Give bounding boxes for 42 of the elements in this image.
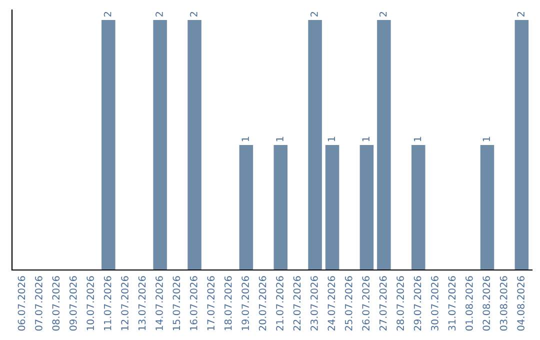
x-tick-label: 16.07.2026	[190, 276, 198, 330]
data-label: 1	[276, 136, 284, 142]
x-tick-label: 13.07.2026	[138, 276, 146, 330]
data-label: 1	[242, 136, 249, 142]
x-tick-label: 24.07.2026	[328, 276, 336, 331]
x-tick-label: 30.07.2026	[431, 276, 438, 330]
x-tick-label: 20.07.2026	[258, 276, 266, 331]
data-label: 2	[310, 12, 318, 17]
x-tick-label: 03.08.2026	[500, 276, 508, 331]
data-label: 1	[362, 136, 370, 142]
x-tick-label: 09.07.2026	[69, 276, 77, 331]
x-tick-label: 02.08.2026	[482, 276, 490, 331]
data-label: 2	[379, 12, 387, 17]
x-tick-label: 10.07.2026	[86, 276, 94, 330]
x-tick-label: 12.07.2026	[121, 276, 128, 330]
data-label: 1	[482, 136, 490, 142]
data-label: 1	[328, 136, 335, 142]
x-tick-label: 28.07.2026	[396, 276, 404, 331]
x-tick-label: 22.07.2026	[293, 276, 301, 331]
x-tick-label: 01.08.2026	[465, 276, 473, 331]
data-label: 2	[190, 12, 198, 17]
x-tick-label: 27.07.2026	[379, 276, 387, 331]
data-label: 1	[414, 136, 422, 142]
x-tick-label: 21.07.2026	[276, 276, 284, 331]
x-tick-label: 07.07.2026	[35, 276, 42, 331]
x-tick-label: 31.07.2026	[448, 276, 456, 330]
x-tick-label: 25.07.2026	[344, 276, 352, 331]
x-tick-label: 08.07.2026	[52, 276, 60, 331]
x-tick-label: 14.07.2026	[156, 276, 163, 330]
x-tick-label: 06.07.2026	[18, 276, 26, 331]
x-tick-label: 11.07.2026	[104, 276, 112, 330]
x-tick-label: 23.07.2026	[310, 276, 318, 331]
x-tick-label: 19.07.2026	[242, 276, 249, 330]
x-tick-label: 26.07.2026	[362, 276, 370, 331]
x-tick-label: 04.08.2026	[517, 276, 524, 331]
x-tick-label: 15.07.2026	[172, 276, 180, 330]
data-label: 2	[517, 12, 524, 17]
x-tick-label: 18.07.2026	[224, 276, 232, 330]
data-label: 2	[104, 12, 112, 17]
data-label: 2	[156, 12, 163, 17]
x-tick-label: 17.07.2026	[207, 276, 215, 330]
x-tick-label: 29.07.2026	[414, 276, 422, 331]
